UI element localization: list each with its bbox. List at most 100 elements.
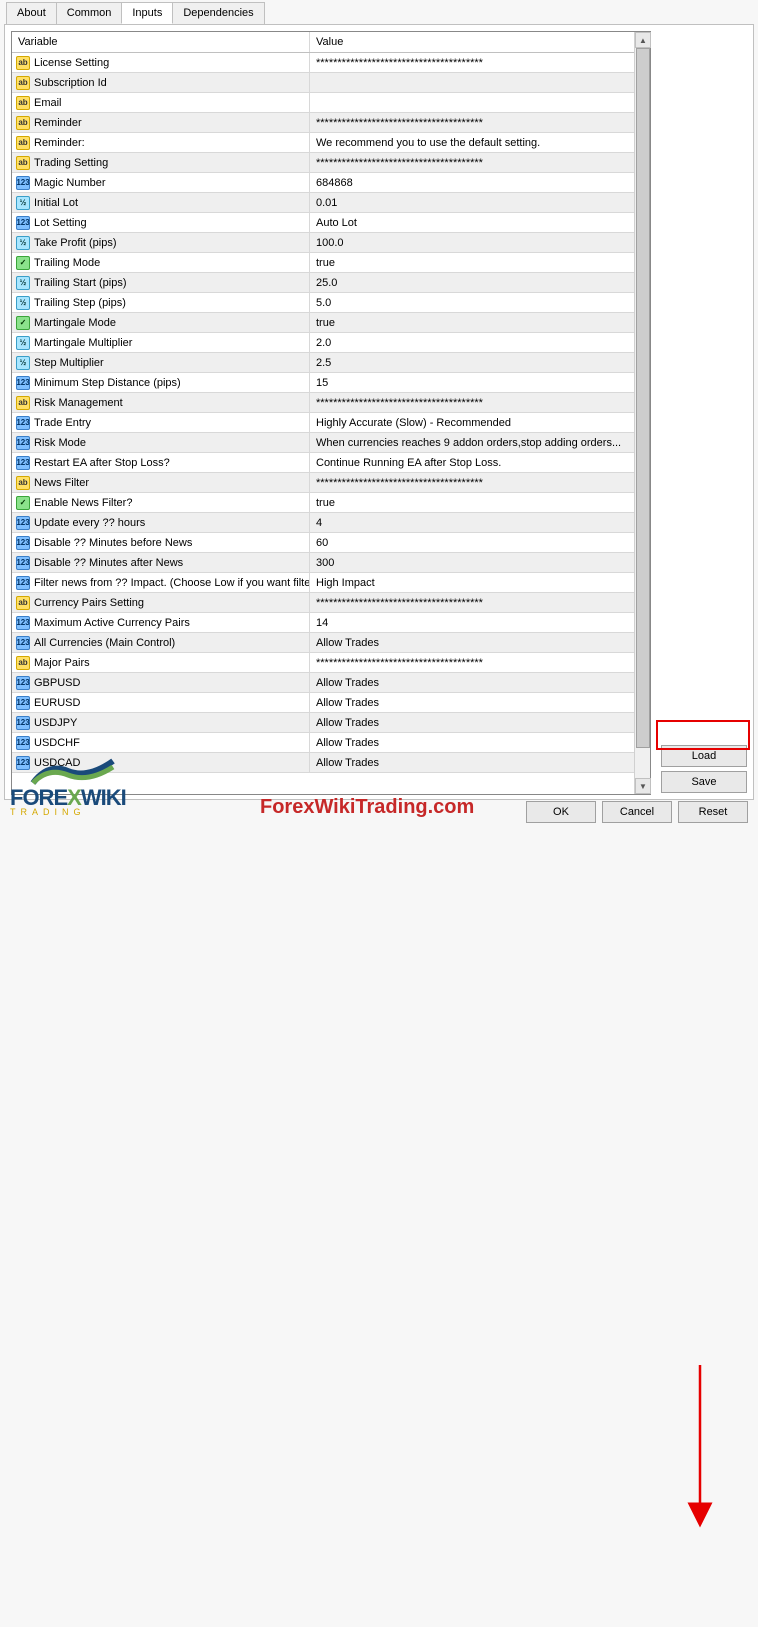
scroll-up-icon[interactable]: ▲ [635, 32, 651, 48]
variable-value[interactable] [310, 73, 650, 92]
variable-value[interactable]: 100.0 [310, 233, 650, 252]
table-row[interactable]: ✓Enable News Filter?true [12, 493, 650, 513]
table-row[interactable]: 123USDJPYAllow Trades [12, 713, 650, 733]
table-row[interactable]: 123Filter news from ?? Impact. (Choose L… [12, 573, 650, 593]
table-row[interactable]: ½Step Multiplier2.5 [12, 353, 650, 373]
variable-value[interactable]: Allow Trades [310, 633, 650, 652]
table-row[interactable]: 123EURUSDAllow Trades [12, 693, 650, 713]
variable-value[interactable]: true [310, 253, 650, 272]
variable-value[interactable]: Allow Trades [310, 753, 650, 772]
variable-value[interactable]: 25.0 [310, 273, 650, 292]
table-row[interactable]: ½Trailing Start (pips)25.0 [12, 273, 650, 293]
table-row[interactable]: ½Initial Lot0.01 [12, 193, 650, 213]
variable-value[interactable]: 0.01 [310, 193, 650, 212]
type-ab-icon: ab [16, 656, 30, 670]
variable-value[interactable]: 15 [310, 373, 650, 392]
table-row[interactable]: abReminder******************************… [12, 113, 650, 133]
table-row[interactable]: 123All Currencies (Main Control)Allow Tr… [12, 633, 650, 653]
cancel-button[interactable]: Cancel [602, 801, 672, 823]
table-row[interactable]: abRisk Management***********************… [12, 393, 650, 413]
scroll-thumb[interactable] [636, 48, 650, 748]
type-123-icon: 123 [16, 456, 30, 470]
table-row[interactable]: ½Take Profit (pips)100.0 [12, 233, 650, 253]
variable-value[interactable]: Highly Accurate (Slow) - Recommended [310, 413, 650, 432]
variable-value[interactable]: Continue Running EA after Stop Loss. [310, 453, 650, 472]
table-row[interactable]: abTrading Setting***********************… [12, 153, 650, 173]
variable-name: Martingale Multiplier [34, 337, 132, 349]
variable-value[interactable]: *************************************** [310, 153, 650, 172]
variable-value[interactable]: true [310, 493, 650, 512]
table-row[interactable]: 123Magic Number684868 [12, 173, 650, 193]
variable-value[interactable]: *************************************** [310, 393, 650, 412]
variable-value[interactable]: 4 [310, 513, 650, 532]
variable-value[interactable]: Allow Trades [310, 733, 650, 752]
table-row[interactable]: 123Maximum Active Currency Pairs14 [12, 613, 650, 633]
table-row[interactable]: 123Disable ?? Minutes before News60 [12, 533, 650, 553]
table-row[interactable]: 123Risk ModeWhen currencies reaches 9 ad… [12, 433, 650, 453]
table-row[interactable]: 123Update every ?? hours4 [12, 513, 650, 533]
table-row[interactable]: 123Restart EA after Stop Loss?Continue R… [12, 453, 650, 473]
table-row[interactable]: 123USDCHFAllow Trades [12, 733, 650, 753]
variable-value[interactable]: High Impact [310, 573, 650, 592]
variable-name: License Setting [34, 57, 109, 69]
variable-value[interactable]: Allow Trades [310, 693, 650, 712]
reset-button[interactable]: Reset [678, 801, 748, 823]
variable-value[interactable]: 5.0 [310, 293, 650, 312]
type-123-icon: 123 [16, 436, 30, 450]
scrollbar-vertical[interactable]: ▲ ▼ [634, 32, 650, 794]
variable-value[interactable]: 2.0 [310, 333, 650, 352]
variable-value[interactable] [310, 93, 650, 112]
type-123-icon: 123 [16, 216, 30, 230]
table-row[interactable]: abEmail [12, 93, 650, 113]
variable-value[interactable]: Allow Trades [310, 713, 650, 732]
scroll-down-icon[interactable]: ▼ [635, 778, 651, 794]
variable-value[interactable]: *************************************** [310, 593, 650, 612]
table-row[interactable]: 123GBPUSDAllow Trades [12, 673, 650, 693]
variable-value[interactable]: When currencies reaches 9 addon orders,s… [310, 433, 650, 452]
tab-common[interactable]: Common [56, 2, 123, 24]
type-123-icon: 123 [16, 556, 30, 570]
variable-value[interactable]: *************************************** [310, 473, 650, 492]
variable-value[interactable]: We recommend you to use the default sett… [310, 133, 650, 152]
table-row[interactable]: 123Lot SettingAuto Lot [12, 213, 650, 233]
table-row[interactable]: 123Disable ?? Minutes after News300 [12, 553, 650, 573]
table-row[interactable]: abLicense Setting***********************… [12, 53, 650, 73]
table-row[interactable]: abReminder:We recommend you to use the d… [12, 133, 650, 153]
type-123-icon: 123 [16, 416, 30, 430]
variable-value[interactable]: 14 [310, 613, 650, 632]
type-123-icon: 123 [16, 176, 30, 190]
table-row[interactable]: ✓Trailing Modetrue [12, 253, 650, 273]
tab-dependencies[interactable]: Dependencies [172, 2, 264, 24]
variable-name: Step Multiplier [34, 357, 104, 369]
table-row[interactable]: ½Martingale Multiplier2.0 [12, 333, 650, 353]
table-row[interactable]: abNews Filter***************************… [12, 473, 650, 493]
variable-value[interactable]: 60 [310, 533, 650, 552]
variable-name: Take Profit (pips) [34, 237, 117, 249]
variable-value[interactable]: 684868 [310, 173, 650, 192]
table-row[interactable]: 123Trade EntryHighly Accurate (Slow) - R… [12, 413, 650, 433]
table-row[interactable]: abMajor Pairs***************************… [12, 653, 650, 673]
table-row[interactable]: 123USDCADAllow Trades [12, 753, 650, 773]
ok-button[interactable]: OK [526, 801, 596, 823]
highlight-arrow-icon [0, 800, 758, 1627]
variable-value[interactable]: true [310, 313, 650, 332]
load-button[interactable]: Load [661, 745, 747, 767]
column-variable[interactable]: Variable [12, 32, 310, 52]
variable-value[interactable]: *************************************** [310, 53, 650, 72]
table-row[interactable]: ½Trailing Step (pips)5.0 [12, 293, 650, 313]
table-row[interactable]: 123Minimum Step Distance (pips)15 [12, 373, 650, 393]
variable-value[interactable]: Allow Trades [310, 673, 650, 692]
variable-value[interactable]: Auto Lot [310, 213, 650, 232]
variable-value[interactable]: *************************************** [310, 113, 650, 132]
save-button[interactable]: Save [661, 771, 747, 793]
variable-value[interactable]: *************************************** [310, 653, 650, 672]
variable-value[interactable]: 300 [310, 553, 650, 572]
table-row[interactable]: abSubscription Id [12, 73, 650, 93]
tab-inputs[interactable]: Inputs [121, 2, 173, 24]
type-ab-icon: ab [16, 76, 30, 90]
column-value[interactable]: Value [310, 32, 650, 52]
tab-about[interactable]: About [6, 2, 57, 24]
variable-value[interactable]: 2.5 [310, 353, 650, 372]
table-row[interactable]: abCurrency Pairs Setting****************… [12, 593, 650, 613]
table-row[interactable]: ✓Martingale Modetrue [12, 313, 650, 333]
